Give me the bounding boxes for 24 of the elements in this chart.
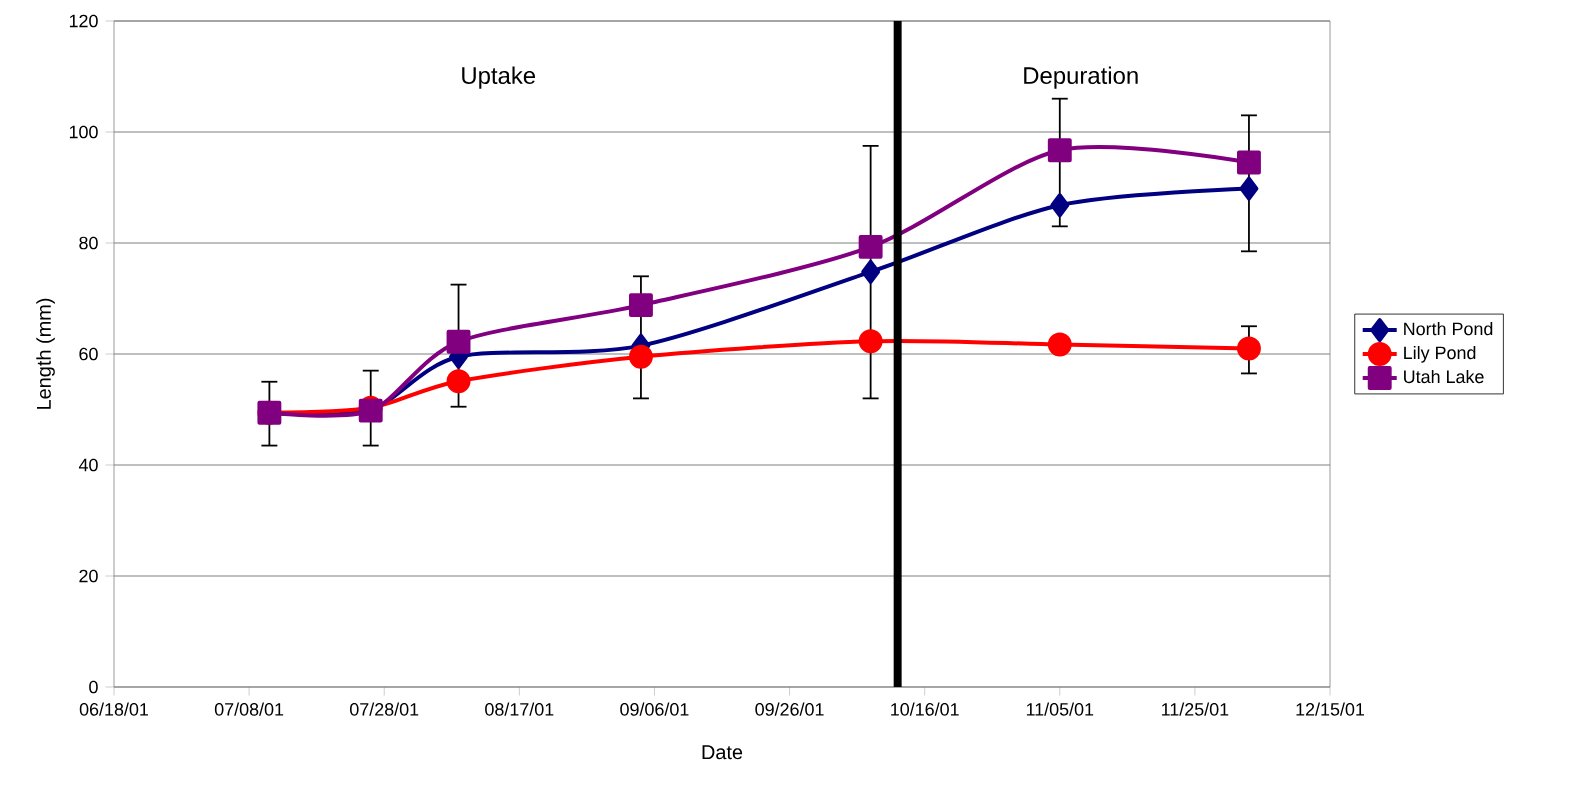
x-tick-label: 06/18/01	[79, 702, 149, 716]
x-tick-label: 11/05/01	[1026, 702, 1094, 716]
y-tick-label: 0	[89, 680, 98, 694]
annotation: Uptake	[462, 66, 536, 89]
x-tick-label: 12/15/01	[1296, 702, 1365, 716]
x-tick-label: 11/25/01	[1162, 702, 1229, 716]
legend-label: North Pond	[1404, 322, 1493, 336]
x-axis-title: Date	[702, 745, 743, 760]
x-tick-label: 10/16/01	[891, 702, 959, 716]
x-tick-label: 07/08/01	[214, 702, 284, 716]
legend-label: Utah Lake	[1404, 369, 1484, 384]
annotation: Depuration	[1024, 66, 1138, 89]
y-tick-label: 100	[69, 125, 98, 139]
y-tick-label: 60	[79, 347, 98, 361]
legend-label: Lily Pond	[1404, 346, 1476, 363]
y-axis-title: Length (mm)	[36, 298, 55, 409]
y-tick-label: 40	[78, 458, 98, 472]
x-tick-label: 09/06/01	[620, 702, 689, 716]
x-tick-label: 08/17/01	[485, 702, 554, 716]
x-tick-label: 07/28/01	[350, 702, 419, 716]
y-tick-label: 20	[79, 569, 98, 583]
y-tick-label: 80	[79, 236, 98, 250]
x-tick-label: 09/26/01	[755, 702, 824, 716]
y-tick-label: 120	[69, 14, 98, 28]
